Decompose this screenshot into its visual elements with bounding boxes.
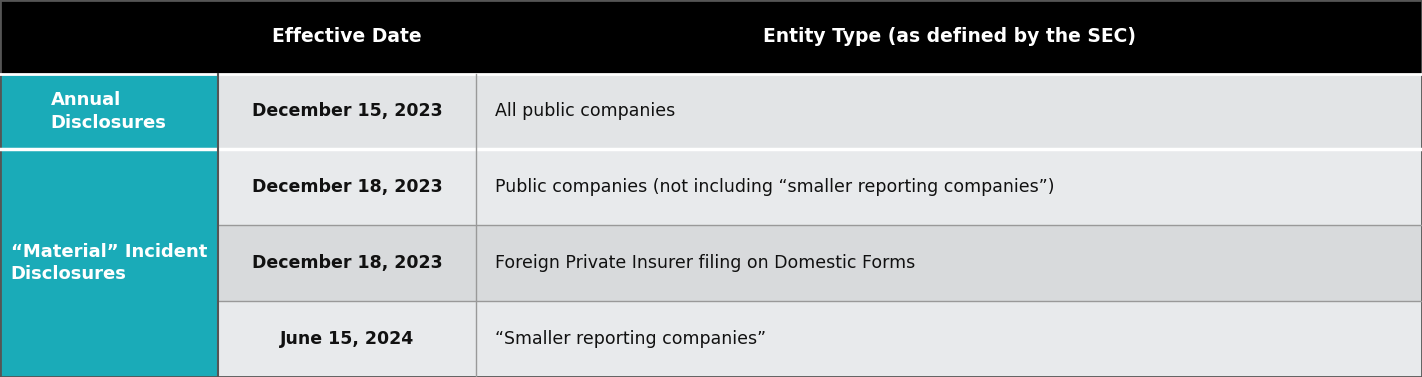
Bar — [476, 301, 1422, 377]
Bar — [218, 301, 476, 377]
Bar — [218, 225, 476, 301]
Text: “Smaller reporting companies”: “Smaller reporting companies” — [495, 330, 766, 348]
Text: June 15, 2024: June 15, 2024 — [280, 330, 414, 348]
Bar — [476, 225, 1422, 301]
Bar — [0, 74, 218, 377]
Text: Annual
Disclosures: Annual Disclosures — [51, 91, 166, 132]
Text: December 18, 2023: December 18, 2023 — [252, 178, 442, 196]
Text: Entity Type (as defined by the SEC): Entity Type (as defined by the SEC) — [762, 27, 1136, 46]
Text: All public companies: All public companies — [495, 103, 675, 120]
Text: Foreign Private Insurer filing on Domestic Forms: Foreign Private Insurer filing on Domest… — [495, 254, 916, 272]
Bar — [476, 74, 1422, 149]
Text: December 15, 2023: December 15, 2023 — [252, 103, 442, 120]
Text: Public companies (not including “smaller reporting companies”): Public companies (not including “smaller… — [495, 178, 1054, 196]
Text: December 18, 2023: December 18, 2023 — [252, 254, 442, 272]
Bar — [218, 149, 476, 225]
Bar — [218, 74, 476, 149]
Text: “Material” Incident
Disclosures: “Material” Incident Disclosures — [10, 243, 208, 283]
Text: Effective Date: Effective Date — [272, 27, 422, 46]
Bar — [476, 149, 1422, 225]
Bar — [0, 0, 1422, 74]
